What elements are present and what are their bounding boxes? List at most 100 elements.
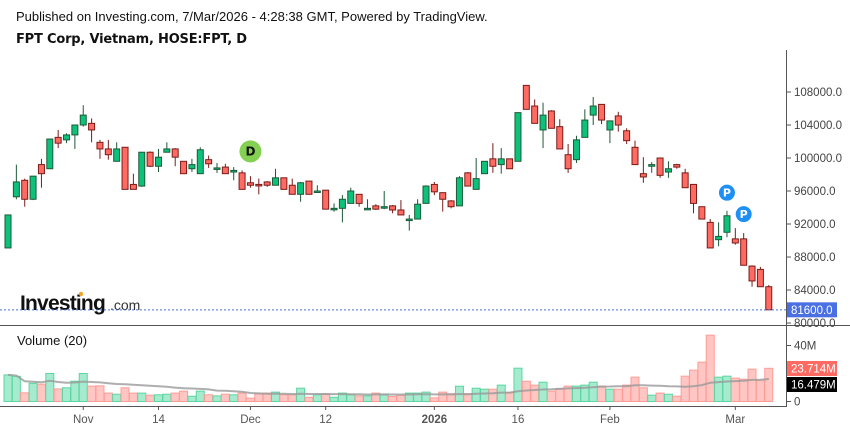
axes: 108000.0 104000.0 100000.0 96000.0 92000.0 88… <box>0 87 842 426</box>
candle <box>430 181 438 196</box>
volume-bar <box>78 373 88 402</box>
volume-bar <box>755 379 765 403</box>
volume-bar <box>112 393 122 403</box>
time-tick-label: Mar <box>725 414 745 426</box>
candle <box>731 228 739 245</box>
candle-body <box>63 134 71 141</box>
candle <box>564 143 572 173</box>
candle <box>297 181 305 202</box>
volume-bar <box>11 375 21 402</box>
candle <box>96 139 104 159</box>
p-marker-icon[interactable]: P <box>718 184 735 201</box>
candle <box>623 128 631 144</box>
candle <box>104 139 112 160</box>
volume-bar <box>630 376 640 403</box>
last-volume-label: 23.714M <box>791 364 836 376</box>
volume-bar <box>655 392 665 403</box>
volume-pane-title: Volume (20) <box>17 333 87 348</box>
volume-bar <box>229 394 239 402</box>
candle-body <box>21 179 29 200</box>
candle <box>506 158 514 170</box>
price-tick-label: 92000.0 <box>794 219 836 231</box>
candle <box>598 103 606 125</box>
candle <box>372 204 380 210</box>
p-marker-icon[interactable]: P <box>735 206 752 223</box>
candle-body <box>288 184 296 195</box>
candle-body <box>37 164 45 175</box>
candle-body <box>355 193 363 204</box>
candle <box>740 233 748 266</box>
volume-bar <box>663 393 673 403</box>
investing-logo: Investing .com <box>20 291 140 315</box>
volume-bar <box>187 395 197 402</box>
candle <box>221 163 229 175</box>
candle-body <box>522 84 530 110</box>
candle-body <box>639 173 647 178</box>
candle <box>748 265 756 287</box>
candle <box>154 148 162 173</box>
candle <box>497 148 505 174</box>
marker-circle <box>239 140 262 163</box>
candle-body <box>698 206 706 220</box>
candle <box>447 200 455 209</box>
volume-bar <box>145 394 155 403</box>
candle-body <box>138 151 146 187</box>
volume-bar <box>195 390 205 403</box>
candle-body <box>196 149 204 175</box>
candle-body <box>372 205 380 210</box>
candle-body <box>464 172 472 187</box>
candle <box>71 124 79 149</box>
logo-main: Investing <box>20 292 105 315</box>
volume-bar <box>70 380 80 403</box>
candle <box>246 176 254 188</box>
dividend-marker-icon[interactable]: D <box>239 140 262 163</box>
candle-body <box>12 181 20 198</box>
volume-bar <box>530 384 540 402</box>
candle <box>698 206 706 220</box>
candle <box>397 200 405 216</box>
candle <box>338 195 346 223</box>
candle <box>690 183 698 214</box>
candle-body <box>572 139 580 161</box>
last-price-label: 81600.0 <box>791 305 833 317</box>
candle <box>238 170 246 190</box>
candle <box>12 164 20 200</box>
chart-title: FPT Corp, Vietnam, HOSE:FPT, D <box>16 32 247 47</box>
candle-body <box>121 146 129 190</box>
volume-bar <box>20 392 30 403</box>
candle <box>213 162 221 173</box>
candle <box>455 176 463 207</box>
volume-bar <box>513 367 523 402</box>
candle <box>648 162 656 173</box>
volume-bar <box>279 394 289 402</box>
candle-body <box>305 180 313 195</box>
candle-body <box>104 148 112 156</box>
candle-body <box>71 124 79 136</box>
published-note: Published on Investing.com, 7/Mar/2026 -… <box>16 9 488 24</box>
candle-body <box>748 265 756 282</box>
candle-body <box>238 172 246 190</box>
candle-body <box>280 177 288 190</box>
volume-bar <box>312 394 322 402</box>
volume-bar <box>346 394 356 402</box>
candle-body <box>230 169 238 173</box>
candle-body <box>205 159 213 165</box>
candle-body <box>54 136 62 144</box>
candle-body <box>88 122 96 131</box>
candle-body <box>497 158 505 166</box>
candle <box>288 178 296 195</box>
candle-body <box>648 164 656 167</box>
candle-body <box>430 183 438 193</box>
volume-bar <box>128 392 138 403</box>
candles <box>4 84 773 311</box>
volume-bar <box>697 361 707 403</box>
volume-bar <box>421 391 431 402</box>
candle <box>54 129 62 149</box>
candle-body <box>322 189 330 210</box>
logo-dot-icon <box>78 291 84 297</box>
candle <box>556 119 564 150</box>
candle <box>547 110 555 129</box>
candle-body <box>263 181 271 186</box>
candle <box>121 146 129 190</box>
